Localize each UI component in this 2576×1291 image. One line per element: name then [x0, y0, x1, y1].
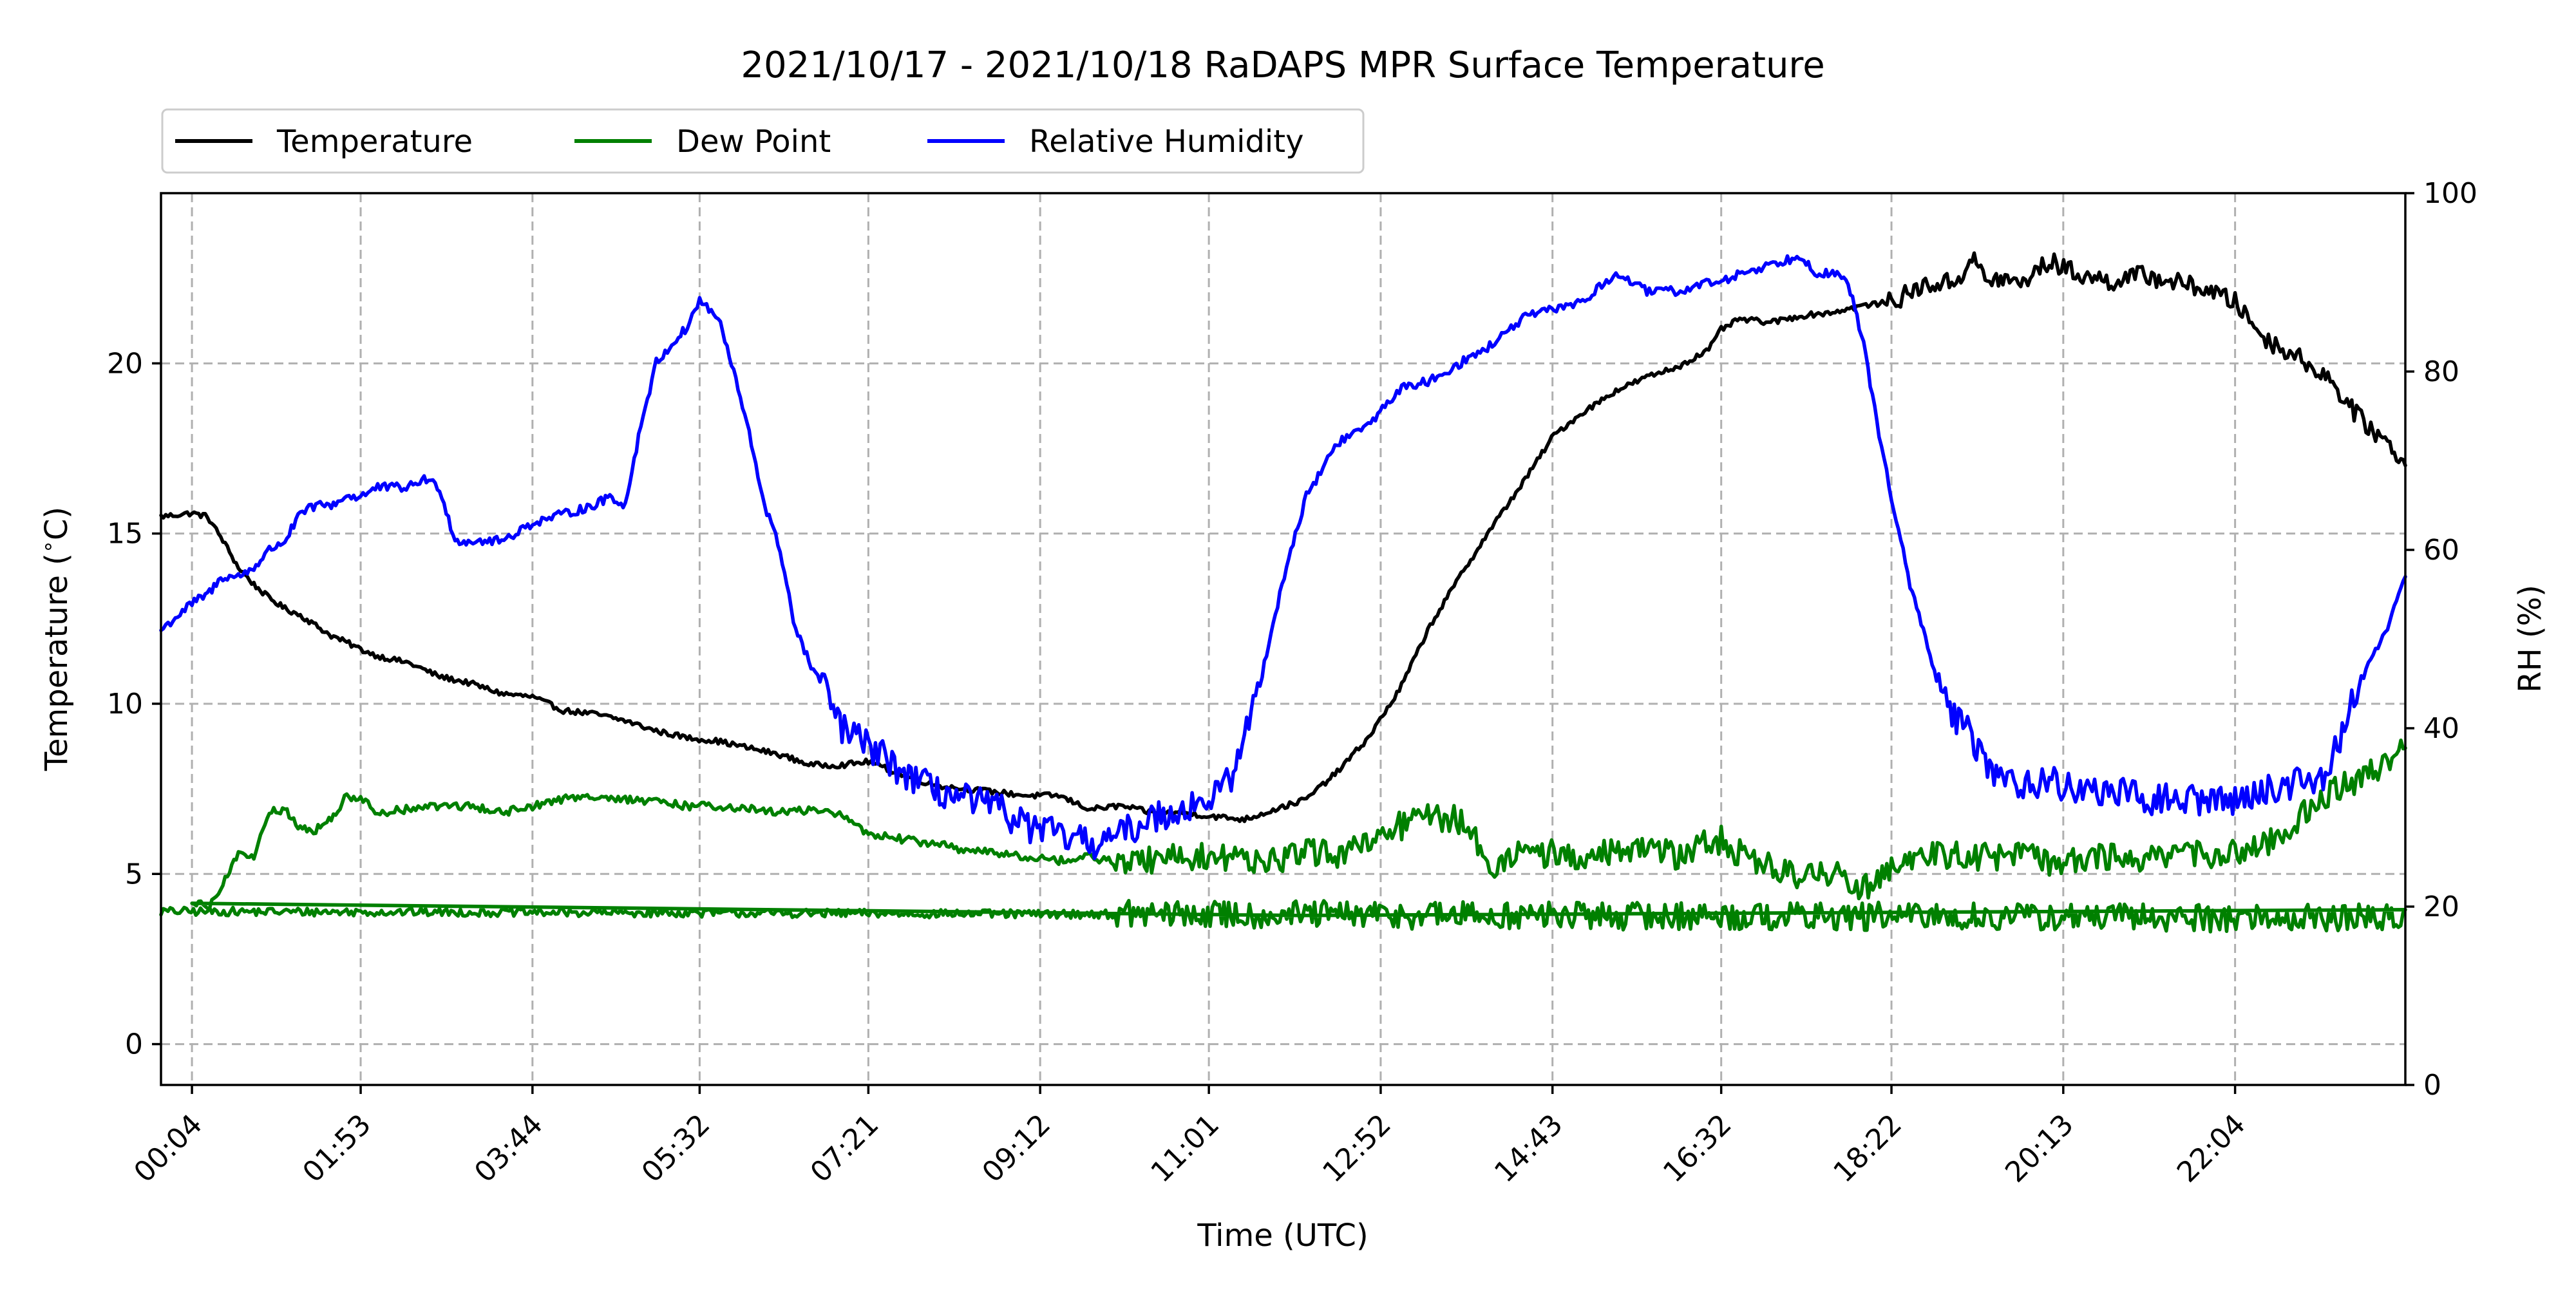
- x-tick-label: 18:22: [1827, 1108, 1908, 1189]
- x-axis-label: Time (UTC): [1197, 1218, 1368, 1254]
- x-tick-label: 20:13: [1999, 1108, 2080, 1189]
- x-tick-label: 01:53: [296, 1108, 377, 1189]
- degree-symbol: ∘: [35, 540, 60, 553]
- series-line-dew-point: [159, 738, 2407, 934]
- plot-frame: [160, 192, 2407, 1086]
- y-tick-label-right: 100: [2423, 177, 2477, 210]
- y-axis-label-right: RH (%): [2512, 585, 2548, 693]
- y-tick-label-left: 20: [107, 347, 143, 380]
- y-axis-label-left: Temperature (∘C): [35, 507, 75, 771]
- y-tick-label-right: 60: [2423, 534, 2459, 567]
- x-tick-label: 09:12: [976, 1108, 1057, 1189]
- x-tick-label: 16:32: [1657, 1108, 1738, 1189]
- x-tick-label: 22:04: [2171, 1108, 2252, 1189]
- legend-box: [161, 108, 1365, 174]
- y-tick-label-right: 20: [2423, 891, 2459, 923]
- x-tick-label: 11:01: [1144, 1108, 1226, 1189]
- x-tick-label: 05:32: [636, 1108, 717, 1189]
- legend: Temperature Dew Point Relative Humidity: [161, 108, 1365, 174]
- x-tick-label: 03:44: [468, 1108, 549, 1189]
- y-tick-label-left: 0: [125, 1028, 143, 1061]
- series-layer: [159, 251, 2407, 934]
- y-tick-label-right: 40: [2423, 712, 2459, 745]
- y-tick-label-right: 80: [2423, 355, 2459, 388]
- x-tick-label: 07:21: [804, 1108, 886, 1189]
- y-tick-label-left: 5: [125, 858, 143, 891]
- x-tick-label: 12:52: [1316, 1108, 1397, 1189]
- series-line-temperature: [159, 251, 2407, 824]
- legend-label-dew-point: Dew Point: [676, 124, 831, 160]
- grid: [161, 193, 2405, 1085]
- series-line-relative-humidity: [159, 254, 2407, 860]
- chart-title: 2021/10/17 - 2021/10/18 RaDAPS MPR Surfa…: [741, 44, 1824, 86]
- y-tick-label-left: 10: [107, 688, 143, 721]
- y-tick-label-right: 0: [2423, 1069, 2441, 1102]
- y-tick-label-left: 15: [107, 518, 143, 551]
- legend-label-temperature: Temperature: [276, 124, 473, 160]
- legend-label-relative-humidity: Relative Humidity: [1029, 124, 1303, 160]
- x-tick-label: 14:43: [1488, 1108, 1569, 1189]
- x-tick-label: 00:04: [128, 1108, 209, 1189]
